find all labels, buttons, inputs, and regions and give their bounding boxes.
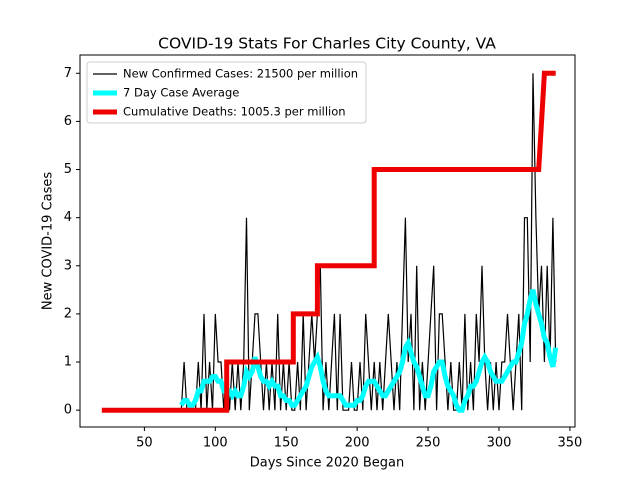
legend-label: 7 Day Case Average [123, 86, 239, 100]
legend: New Confirmed Cases: 21500 per million 7 … [86, 61, 367, 124]
x-tick-label: 300 [487, 436, 512, 451]
x-tick-label: 200 [345, 436, 370, 451]
chart-title: COVID-19 Stats For Charles City County, … [158, 35, 496, 53]
y-axis-label: New COVID-19 Cases [41, 172, 56, 310]
ticks: 50 100 150 200 250 300 350 0 1 2 3 4 5 6 7 [64, 66, 583, 451]
legend-label: Cumulative Deaths: 1005.3 per million [123, 105, 346, 119]
y-tick-label: 0 [64, 403, 72, 418]
axes-frame [79, 54, 576, 428]
y-tick-label: 1 [64, 355, 72, 370]
y-tick-label: 6 [64, 114, 72, 129]
x-axis-label: Days Since 2020 Began [250, 456, 405, 471]
y-tick-label: 5 [64, 162, 72, 177]
legend-box [86, 61, 367, 124]
legend-label: New Confirmed Cases: 21500 per million [123, 67, 358, 81]
x-tick-label: 50 [136, 436, 153, 451]
data-line [101, 70, 556, 413]
x-tick-label: 250 [416, 436, 441, 451]
y-tick-label: 2 [64, 306, 72, 321]
y-tick-label: 4 [64, 210, 72, 225]
data-line [179, 289, 559, 413]
x-tick-label: 350 [557, 436, 582, 451]
x-tick-label: 100 [203, 436, 228, 451]
x-tick-label: 150 [274, 436, 299, 451]
y-tick-label: 3 [64, 258, 72, 273]
y-tick-label: 7 [64, 66, 72, 81]
plot-area [101, 70, 559, 413]
